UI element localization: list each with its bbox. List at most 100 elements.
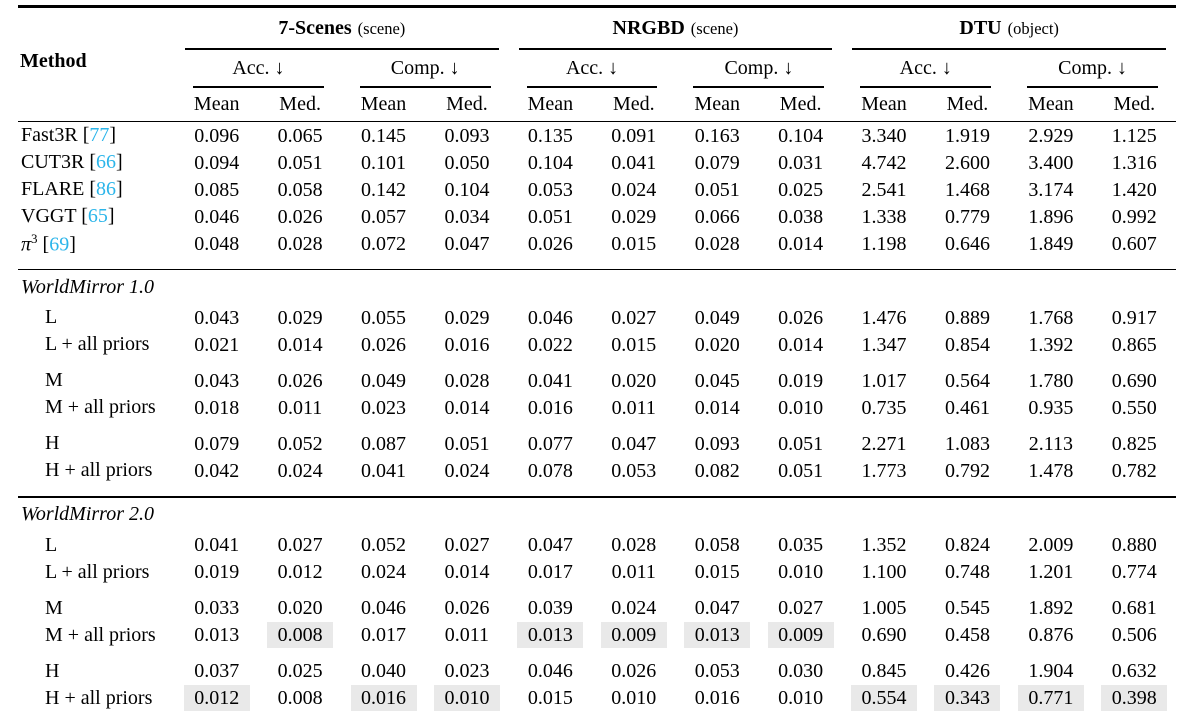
table-cell: 0.461 [926, 395, 1009, 421]
table-cell: 0.047 [675, 595, 758, 621]
metric-value: 0.015 [527, 687, 573, 710]
metric-value: 0.632 [1111, 660, 1157, 683]
table-cell: 0.607 [1093, 231, 1176, 257]
table-cell: 0.041 [509, 368, 592, 394]
table-cell: 0.093 [425, 123, 508, 149]
metric-value: 0.865 [1111, 333, 1157, 356]
table-cell: 1.201 [1009, 559, 1092, 585]
citation-link[interactable]: 86 [96, 178, 117, 200]
table-cell: 0.027 [759, 595, 842, 621]
metric-value: 0.052 [361, 534, 407, 557]
table-cell: 0.028 [425, 368, 508, 394]
table-cell: 0.398 [1093, 685, 1176, 712]
section-divider [18, 496, 1176, 498]
table-cell: 0.020 [675, 332, 758, 358]
metric-value: 0.041 [361, 459, 407, 482]
metric-value: 0.016 [444, 333, 490, 356]
table-cell: 0.043 [175, 368, 258, 394]
table-cell: 0.033 [175, 595, 258, 621]
metric-value: 0.026 [277, 369, 323, 392]
table-cell: 0.029 [592, 204, 675, 230]
table-cell: 0.010 [759, 685, 842, 711]
table-cell: 0.024 [342, 559, 425, 585]
metric-value: 1.773 [861, 459, 907, 482]
table-cell: 0.041 [592, 150, 675, 176]
table-cell: 0.049 [342, 368, 425, 394]
metric-value: 0.027 [444, 534, 490, 557]
metric-value: 0.028 [694, 232, 740, 255]
metric-value: 0.023 [361, 396, 407, 419]
method-name: M [45, 596, 63, 619]
table-cell: 0.017 [342, 622, 425, 648]
section-title: WorldMirror 1.0 [21, 275, 154, 298]
metric-value: 0.426 [944, 660, 990, 683]
metric-value: 0.041 [611, 151, 657, 174]
metric-value: 0.079 [194, 432, 240, 455]
metric-value: 1.420 [1111, 178, 1157, 201]
metric-value: 1.768 [1028, 306, 1074, 329]
metric-value: 0.045 [694, 369, 740, 392]
metric-value: 0.031 [778, 151, 824, 174]
table-cell: 0.051 [425, 431, 508, 457]
method-name: VGGT [21, 205, 77, 227]
table-cell: 0.025 [258, 658, 341, 684]
table-cell: 0.027 [425, 532, 508, 558]
table-cell: 0.091 [592, 123, 675, 149]
table-cell: 0.079 [175, 431, 258, 457]
citation-link[interactable]: 66 [96, 151, 117, 173]
table-cell: 0.027 [258, 532, 341, 558]
table-row: H + all priors 0.042 0.024 0.041 0.024 0.078 0… [18, 457, 1176, 484]
metric-value: 1.338 [861, 205, 907, 228]
metric-value: 0.163 [694, 124, 740, 147]
table-cell: 0.018 [175, 395, 258, 421]
table-cell: 3.174 [1009, 177, 1092, 203]
metric-value: 0.040 [361, 660, 407, 683]
table-cell: 0.774 [1093, 559, 1176, 585]
subcol-header-med: Med. [1113, 92, 1156, 115]
metric-value: 2.541 [861, 178, 907, 201]
metric-value: 0.079 [694, 151, 740, 174]
table-cell: 0.564 [926, 368, 1009, 394]
citation-link[interactable]: 77 [89, 124, 110, 146]
table-cell: 0.020 [258, 595, 341, 621]
metric-value: 1.017 [861, 369, 907, 392]
table-cell: 0.646 [926, 231, 1009, 257]
table-cell: 0.085 [175, 177, 258, 203]
metric-value: 0.876 [1028, 624, 1074, 647]
metric-value: 0.014 [778, 232, 824, 255]
table-cell: 1.478 [1009, 458, 1092, 484]
citation-link[interactable]: 65 [87, 205, 108, 227]
best-metric-value: 0.012 [183, 685, 250, 712]
table-cell: 0.022 [509, 332, 592, 358]
table-cell: 0.029 [425, 305, 508, 331]
table-cell: 0.051 [759, 431, 842, 457]
table-row: Fast3R [77] 0.096 0.065 0.145 0.093 0.135 0.09… [18, 122, 1176, 149]
metric-value: 0.135 [527, 124, 573, 147]
table-cell: 0.010 [592, 685, 675, 711]
table-row: L 0.041 0.027 0.052 0.027 0.047 0.028 0.058 0.03… [18, 532, 1176, 559]
metric-value: 0.935 [1028, 396, 1074, 419]
metric-value: 0.038 [778, 205, 824, 228]
group-header-dtu: DTU (object) [842, 8, 1176, 50]
metric-value: 0.026 [611, 660, 657, 683]
table-cell: 1.420 [1093, 177, 1176, 203]
table-cell: 1.083 [926, 431, 1009, 457]
table-cell: 0.014 [425, 395, 508, 421]
metric-value: 1.198 [861, 232, 907, 255]
method-name: L + all priors [45, 333, 150, 356]
metric-value: 0.041 [194, 534, 240, 557]
table-cell: 0.052 [342, 532, 425, 558]
table-cell: 1.338 [842, 204, 925, 230]
table-row: M 0.043 0.026 0.049 0.028 0.041 0.020 0.045 0.01… [18, 367, 1176, 394]
table-cell: 0.010 [425, 685, 508, 712]
metric-value: 0.091 [611, 124, 657, 147]
citation-link[interactable]: 69 [49, 233, 70, 256]
metric-value: 0.016 [527, 396, 573, 419]
metric-value: 0.917 [1111, 306, 1157, 329]
table-cell: 0.142 [342, 177, 425, 203]
method-label: H [18, 660, 175, 683]
metric-value: 1.125 [1111, 124, 1157, 147]
metric-value: 0.026 [361, 333, 407, 356]
subcol-header-mean: Mean [694, 92, 740, 115]
table-cell: 0.748 [926, 559, 1009, 585]
